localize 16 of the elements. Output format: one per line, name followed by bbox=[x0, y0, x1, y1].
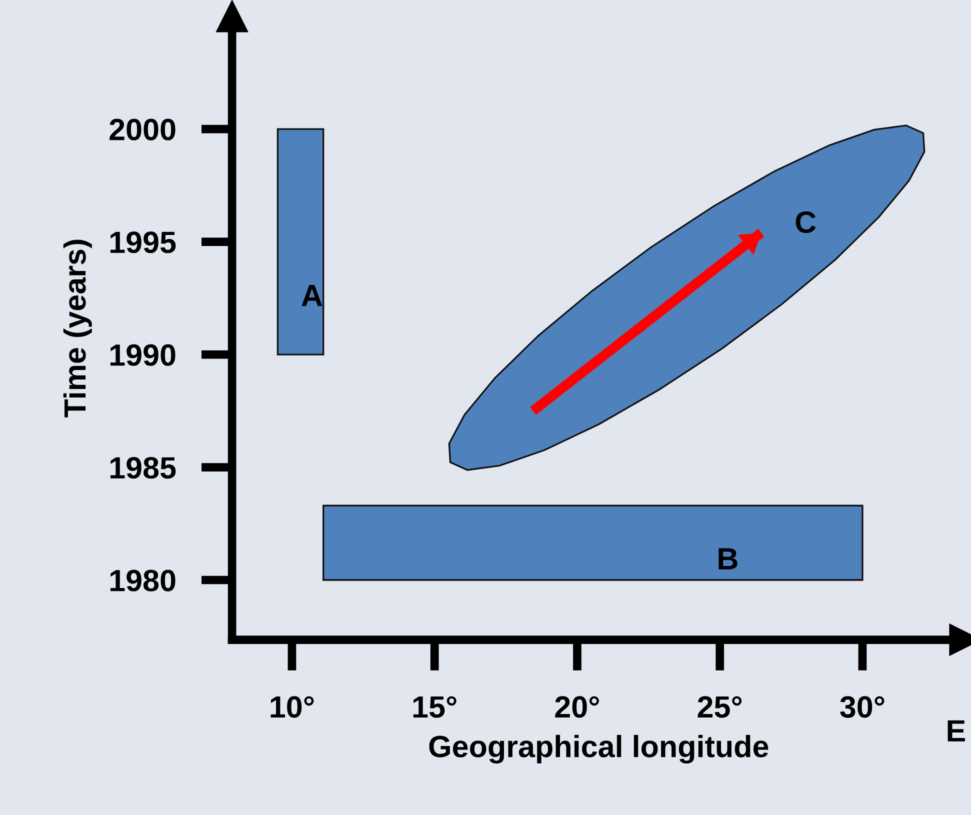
series-label: A bbox=[302, 285, 322, 306]
x-tick-label: 15° bbox=[413, 696, 456, 718]
y-tick-label: 1980 bbox=[110, 570, 176, 592]
x-tick-label: 10° bbox=[270, 696, 314, 718]
series-label: C bbox=[796, 211, 816, 233]
x-tick-label: 30° bbox=[840, 696, 884, 718]
x-tick-label: 25° bbox=[698, 696, 742, 718]
y-tick-label: 2000 bbox=[110, 118, 176, 140]
y-tick-label: 1985 bbox=[110, 457, 176, 479]
x-tick-label: 20° bbox=[555, 696, 600, 718]
series-label: B bbox=[718, 548, 738, 570]
y-tick-label: 1990 bbox=[110, 344, 176, 366]
x-axis-title: Geographical longitude bbox=[429, 734, 768, 764]
y-tick-label: 1995 bbox=[110, 232, 176, 254]
y-axis-title: Time (years) bbox=[63, 240, 92, 418]
text: E bbox=[948, 720, 965, 742]
